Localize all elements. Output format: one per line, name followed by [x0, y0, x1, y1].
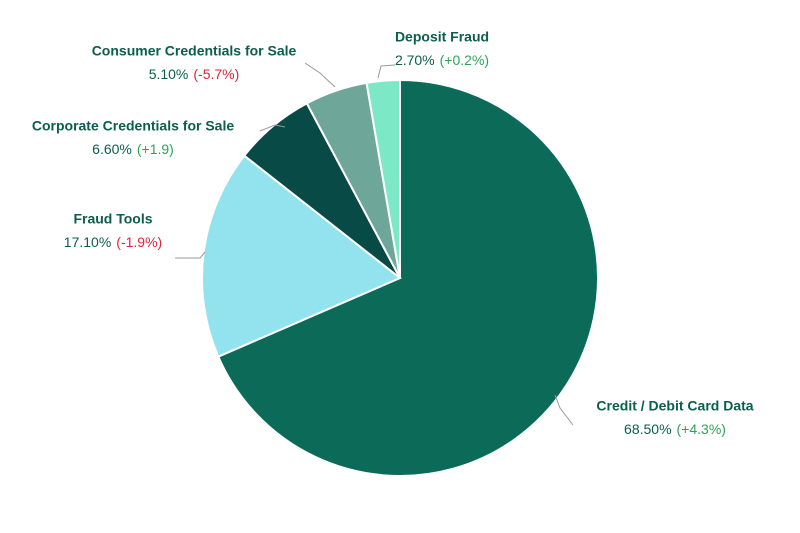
pie-slice	[201, 154, 402, 358]
leader-line	[259, 124, 286, 132]
value-label: 6.60%	[92, 141, 132, 157]
slice-value: 68.50% (+4.3%)	[624, 421, 726, 437]
value-label: 17.10%	[64, 234, 111, 250]
change-label: (+1.9)	[137, 141, 174, 157]
pie-slice	[365, 78, 401, 279]
pie-slice	[216, 78, 599, 477]
leader-line	[304, 62, 336, 88]
change-label: (+4.3%)	[677, 421, 726, 437]
slice-value: 2.70% (+0.2%)	[395, 52, 489, 68]
leader-line	[554, 394, 574, 426]
leader-line	[175, 251, 206, 259]
slice-name: Fraud Tools	[73, 211, 152, 227]
slice-name: Deposit Fraud	[395, 29, 489, 45]
slice-value: 17.10% (-1.9%)	[64, 234, 162, 250]
change-label: (-1.9%)	[116, 234, 162, 250]
leader-line	[377, 64, 396, 79]
slice-name: Credit / Debit Card Data	[596, 398, 753, 414]
change-label: (-5.7%)	[193, 66, 239, 82]
slice-name: Corporate Credentials for Sale	[32, 118, 234, 134]
slice-value: 5.10% (-5.7%)	[149, 66, 240, 82]
slice-name: Consumer Credentials for Sale	[92, 43, 297, 59]
slice-value: 6.60% (+1.9)	[92, 141, 174, 157]
value-label: 5.10%	[149, 66, 189, 82]
value-label: 2.70%	[395, 52, 435, 68]
value-label: 68.50%	[624, 421, 671, 437]
change-label: (+0.2%)	[440, 52, 489, 68]
